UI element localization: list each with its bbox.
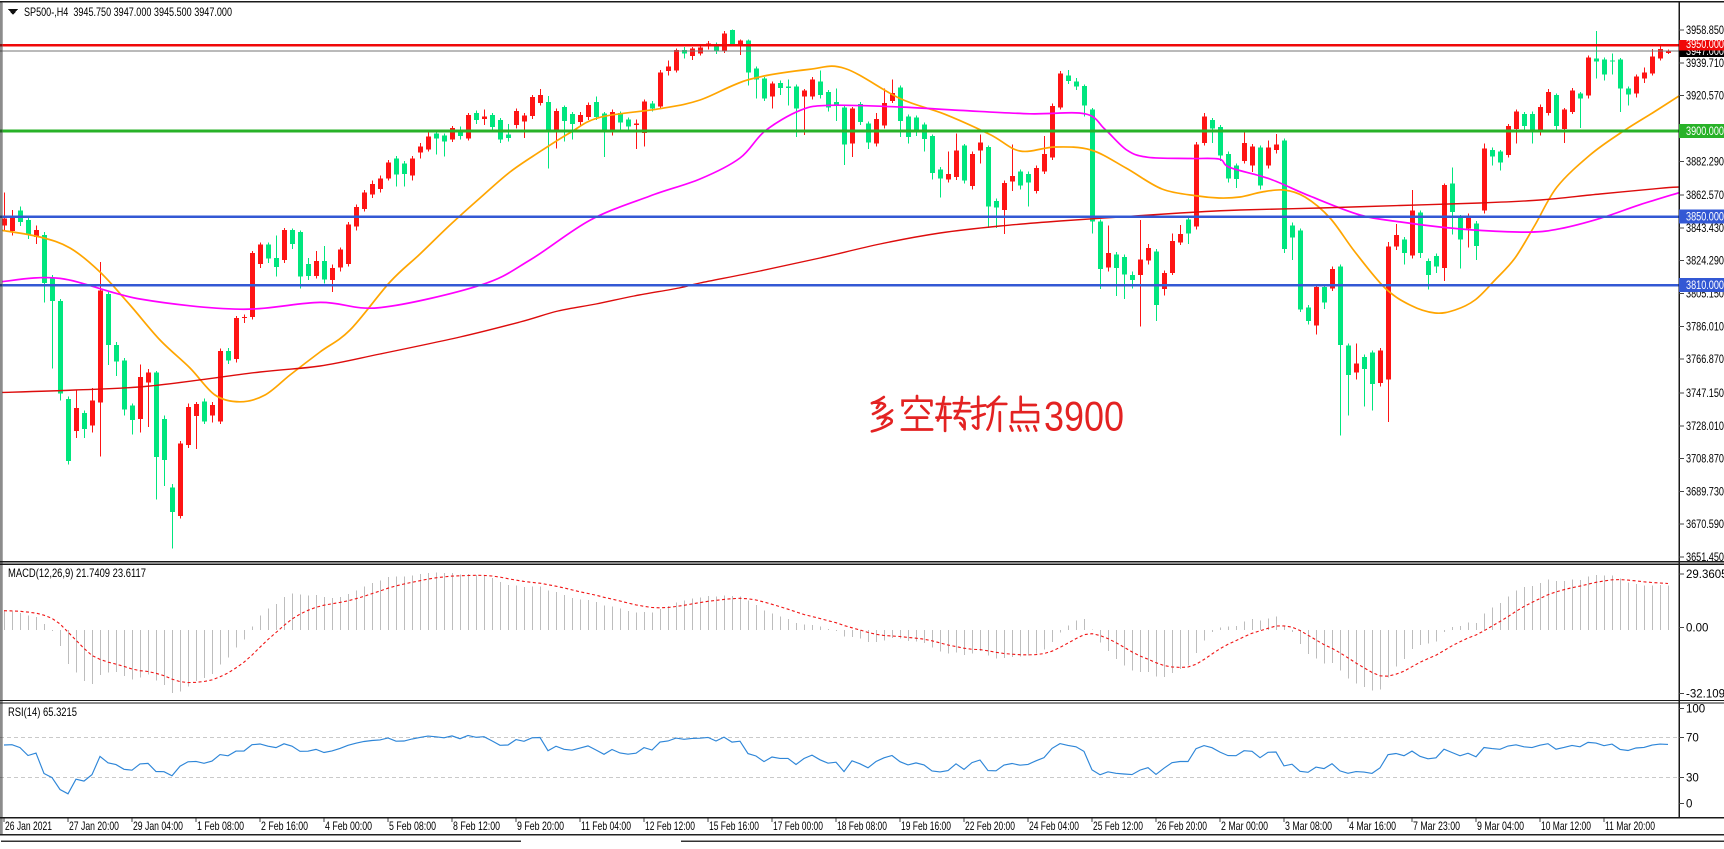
svg-text:3708.870: 3708.870 (1686, 454, 1724, 466)
svg-text:3689.730: 3689.730 (1686, 486, 1724, 498)
svg-text:4 Mar 16:00: 4 Mar 16:00 (1349, 819, 1396, 833)
svg-text:100: 100 (1686, 704, 1705, 716)
svg-text:3862.570: 3862.570 (1686, 190, 1724, 202)
svg-text:15 Feb 16:00: 15 Feb 16:00 (709, 819, 759, 833)
svg-text:70: 70 (1686, 732, 1699, 744)
svg-text:18 Feb 08:00: 18 Feb 08:00 (837, 819, 887, 833)
svg-text:9 Mar 04:00: 9 Mar 04:00 (1477, 819, 1524, 833)
svg-text:3900: 3900 (1044, 393, 1124, 440)
svg-text:27 Jan 20:00: 27 Jan 20:00 (69, 819, 119, 833)
svg-text:3651.450: 3651.450 (1686, 552, 1724, 564)
svg-text:4 Feb 00:00: 4 Feb 00:00 (325, 819, 372, 833)
svg-text:22 Feb 20:00: 22 Feb 20:00 (965, 819, 1015, 833)
svg-text:MACD(12,26,9) 21.7409 23.6117: MACD(12,26,9) 21.7409 23.6117 (8, 566, 146, 580)
svg-text:3939.710: 3939.710 (1686, 58, 1724, 70)
svg-text:3843.430: 3843.430 (1686, 223, 1724, 235)
svg-text:3900.000: 3900.000 (1686, 126, 1724, 138)
svg-text:25 Feb 12:00: 25 Feb 12:00 (1093, 819, 1143, 833)
svg-text:26 Feb 20:00: 26 Feb 20:00 (1157, 819, 1207, 833)
svg-text:10 Mar 12:00: 10 Mar 12:00 (1541, 819, 1591, 833)
svg-text:1 Feb 08:00: 1 Feb 08:00 (197, 819, 244, 833)
svg-text:3670.590: 3670.590 (1686, 519, 1724, 531)
svg-text:3747.150: 3747.150 (1686, 388, 1724, 400)
svg-text:30: 30 (1686, 772, 1699, 784)
svg-text:3920.570: 3920.570 (1686, 91, 1724, 103)
svg-text:9 Feb 20:00: 9 Feb 20:00 (517, 819, 564, 833)
svg-text:19 Feb 16:00: 19 Feb 16:00 (901, 819, 951, 833)
svg-text:3728.010: 3728.010 (1686, 421, 1724, 433)
svg-text:2 Feb 16:00: 2 Feb 16:00 (261, 819, 308, 833)
svg-text:11 Feb 04:00: 11 Feb 04:00 (581, 819, 631, 833)
svg-text:7 Mar 23:00: 7 Mar 23:00 (1413, 819, 1460, 833)
svg-text:0: 0 (1686, 799, 1692, 811)
svg-text:3810.000: 3810.000 (1686, 280, 1724, 292)
svg-text:RSI(14) 65.3215: RSI(14) 65.3215 (8, 705, 77, 719)
svg-text:3 Mar 08:00: 3 Mar 08:00 (1285, 819, 1332, 833)
svg-text:3882.290: 3882.290 (1686, 156, 1724, 168)
svg-text:17 Feb 00:00: 17 Feb 00:00 (773, 819, 823, 833)
svg-text:2 Mar 00:00: 2 Mar 00:00 (1221, 819, 1268, 833)
svg-text:29.3605: 29.3605 (1686, 569, 1724, 581)
svg-text:0.00: 0.00 (1686, 623, 1708, 635)
svg-text:11 Mar 20:00: 11 Mar 20:00 (1605, 819, 1655, 833)
svg-text:3850.000: 3850.000 (1686, 212, 1724, 224)
svg-text:26 Jan 2021: 26 Jan 2021 (5, 819, 52, 833)
svg-text:8 Feb 12:00: 8 Feb 12:00 (453, 819, 500, 833)
svg-text:24 Feb 04:00: 24 Feb 04:00 (1029, 819, 1079, 833)
svg-text:3786.010: 3786.010 (1686, 321, 1724, 333)
svg-text:12 Feb 12:00: 12 Feb 12:00 (645, 819, 695, 833)
svg-text:3950.000: 3950.000 (1686, 39, 1724, 51)
svg-text:29 Jan 04:00: 29 Jan 04:00 (133, 819, 183, 833)
svg-text:-32.1096: -32.1096 (1686, 689, 1724, 701)
svg-text:5 Feb 08:00: 5 Feb 08:00 (389, 819, 436, 833)
svg-text:SP500-,H4 3945.750 3947.000 3: SP500-,H4 3945.750 3947.000 3945.500 394… (24, 5, 232, 19)
svg-text:3766.870: 3766.870 (1686, 354, 1724, 366)
svg-text:3824.290: 3824.290 (1686, 256, 1724, 268)
svg-text:3958.850: 3958.850 (1686, 25, 1724, 37)
